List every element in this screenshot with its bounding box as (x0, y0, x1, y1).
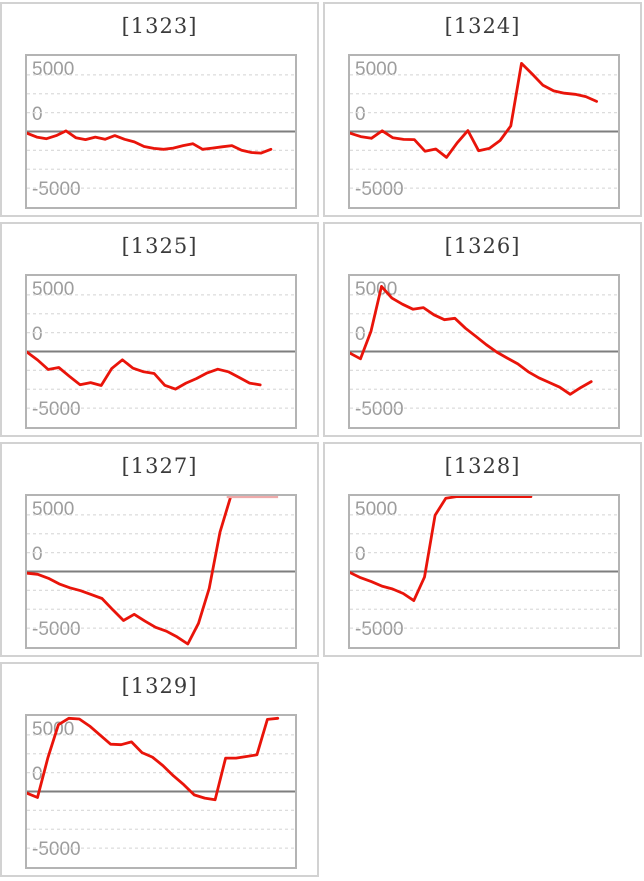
y-axis-label-0: 0 (32, 544, 43, 565)
y-axis-label-5000: 5000 (32, 719, 75, 740)
slump-line (27, 716, 280, 802)
slump-graph-svg (27, 496, 295, 646)
plot-area: 5000 0 -5000 (348, 54, 620, 209)
slump-graph-svg (350, 496, 618, 629)
y-axis-label-minus5000: -5000 (32, 839, 81, 860)
y-axis-label-5000: 5000 (32, 59, 75, 80)
machine-slump-chart[interactable]: [1327] 5000 0 -5000 (0, 442, 319, 657)
y-axis-label-5000: 5000 (32, 499, 75, 520)
slump-graph-svg (27, 74, 295, 189)
slump-line (350, 62, 599, 159)
plot-area: 5000 0 -5000 (25, 494, 297, 649)
y-axis-label-5000: 5000 (355, 59, 398, 80)
y-axis-label-0: 0 (355, 544, 366, 565)
machine-number-title: [1328] (444, 454, 521, 478)
y-axis-label-0: 0 (355, 104, 366, 125)
y-axis-label-minus5000: -5000 (32, 619, 81, 640)
y-axis-label-minus5000: -5000 (355, 179, 404, 200)
plot-area: 5000 0 -5000 (25, 274, 297, 429)
plot-area: 5000 0 -5000 (348, 494, 620, 649)
y-axis-label-0: 0 (355, 324, 366, 345)
slump-line (350, 284, 593, 396)
machine-number-title: [1329] (121, 674, 198, 698)
machine-slump-chart[interactable]: [1324] 5000 0 -5000 (323, 2, 642, 217)
machine-slump-chart[interactable]: [1326] 5000 0 -5000 (323, 222, 642, 437)
slump-line (350, 496, 533, 602)
slump-graph-svg (27, 294, 295, 409)
plot-area: 5000 0 -5000 (25, 54, 297, 209)
machine-slump-chart[interactable]: [1329] 5000 0 -5000 (0, 662, 319, 877)
y-axis-label-0: 0 (32, 324, 43, 345)
machine-number-title: [1326] (444, 234, 521, 258)
y-axis-label-0: 0 (32, 764, 43, 785)
slump-line (27, 129, 273, 155)
slump-line (27, 496, 233, 646)
y-axis-label-minus5000: -5000 (32, 399, 81, 420)
slump-graph-svg (350, 284, 618, 409)
slump-graph-svg (27, 716, 295, 849)
y-axis-label-minus5000: -5000 (355, 399, 404, 420)
machine-slump-chart[interactable]: [1328] 5000 0 -5000 (323, 442, 642, 657)
plot-area: 5000 0 -5000 (25, 714, 297, 869)
y-axis-label-minus5000: -5000 (355, 619, 404, 640)
machine-number-title: [1323] (121, 14, 198, 38)
machine-slump-chart[interactable]: [1323] 5000 0 -5000 (0, 2, 319, 217)
machine-number-title: [1325] (121, 234, 198, 258)
y-axis-label-0: 0 (32, 104, 43, 125)
y-axis-label-minus5000: -5000 (32, 179, 81, 200)
slump-line (27, 350, 262, 391)
machine-slump-chart[interactable]: [1325] 5000 0 -5000 (0, 222, 319, 437)
plot-area: 5000 0 -5000 (348, 274, 620, 429)
y-axis-label-5000: 5000 (355, 499, 398, 520)
y-axis-label-5000: 5000 (32, 279, 75, 300)
machine-number-title: [1324] (444, 14, 521, 38)
slump-graph-svg (350, 62, 618, 189)
machine-number-title: [1327] (121, 454, 198, 478)
